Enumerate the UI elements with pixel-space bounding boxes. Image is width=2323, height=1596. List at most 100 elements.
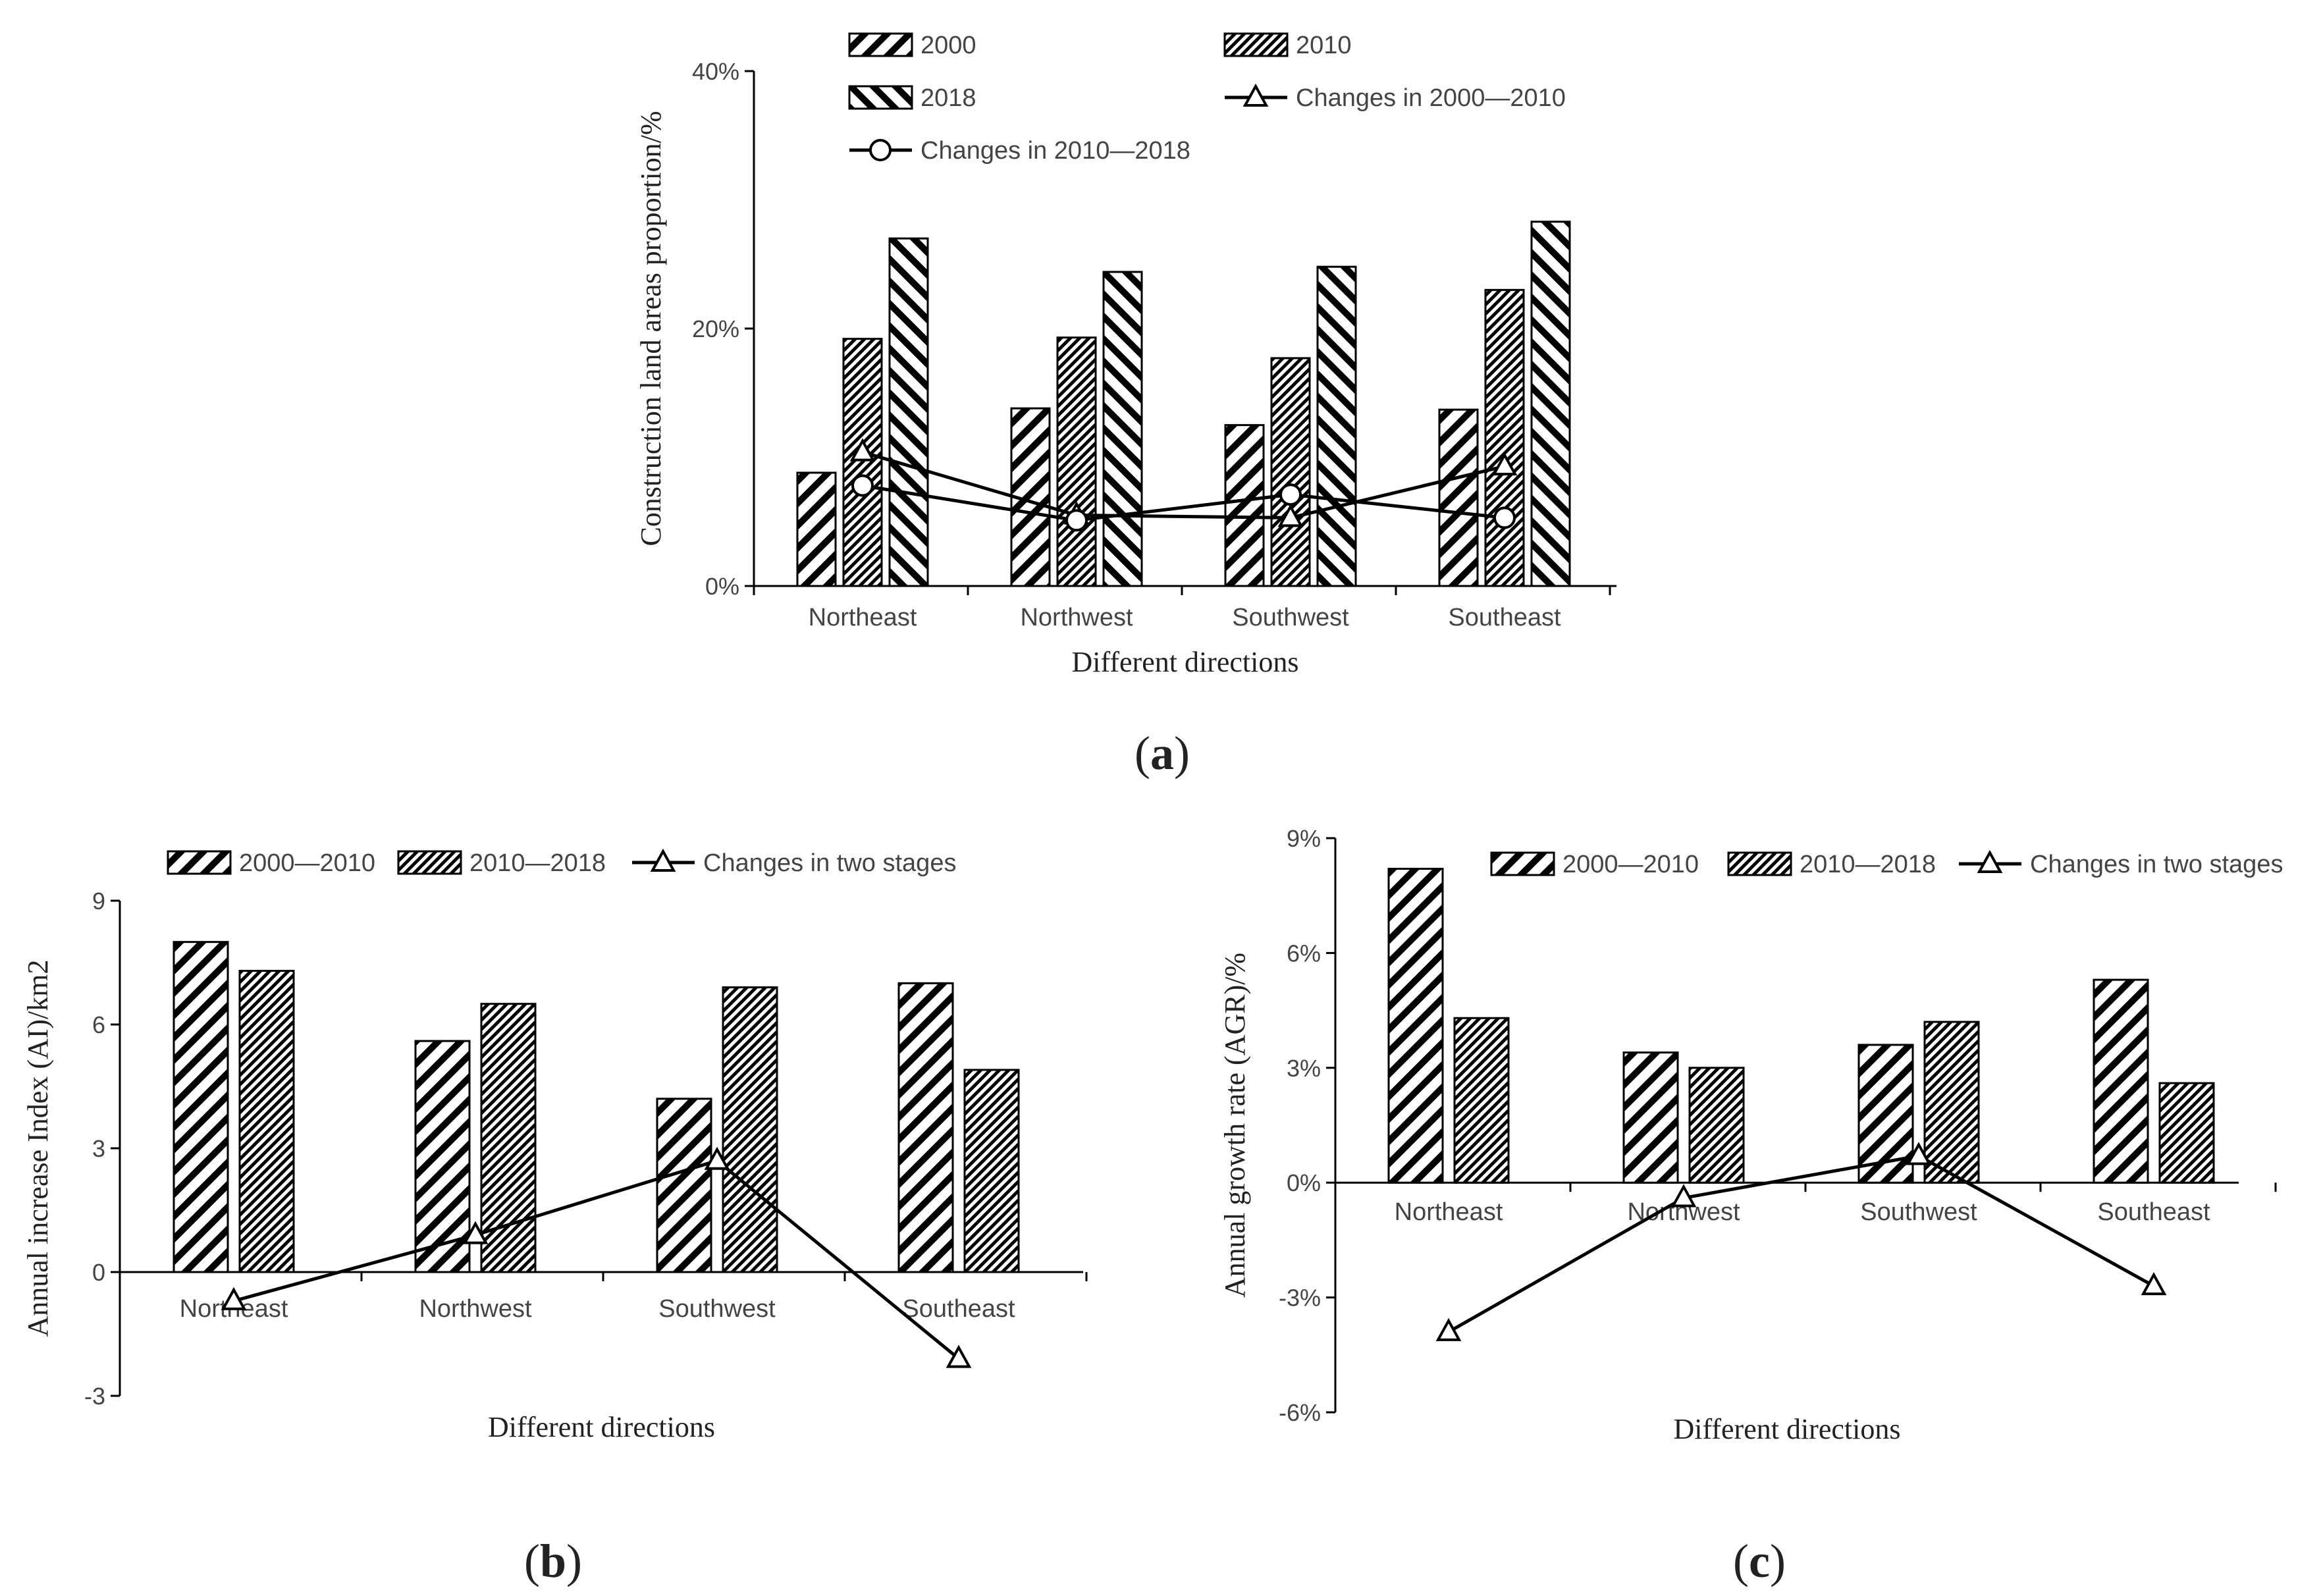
point-b-Changes in two stages-Southeast <box>946 1344 972 1368</box>
category-label: Northeast <box>1395 1198 1503 1226</box>
y-tick-label: 40% <box>692 58 739 85</box>
legend-label: Changes in two stages <box>703 849 956 877</box>
legend-label: Changes in 2010—2018 <box>921 137 1190 165</box>
bar-c-2010—2018-Northwest <box>1688 1067 1745 1184</box>
bar-a-2000-Northwest <box>1010 407 1051 587</box>
legend-item: 2000 <box>848 32 976 59</box>
legend-item: Changes in two stages <box>1959 849 2283 878</box>
legend-label: 2010—2018 <box>469 849 606 877</box>
bar-a-2010-Northwest <box>1056 336 1097 587</box>
y-tick-label: 0 <box>92 1259 105 1286</box>
point-a-Changes in 2010—2018-Southwest <box>1279 483 1302 506</box>
bar-b-2000—2010-Southeast <box>897 982 954 1273</box>
line-a-Changes in 2000—2010 <box>862 450 1505 519</box>
legend-label: 2000—2010 <box>1562 851 1699 878</box>
bar-a-2018-Southeast <box>1530 221 1571 587</box>
legend-item: 2010—2018 <box>1727 851 1936 878</box>
bar-a-2018-Northeast <box>888 237 929 587</box>
bar-a-2000-Northeast <box>796 471 837 587</box>
legend-swatch <box>848 32 913 57</box>
y-tick-label: 20% <box>692 315 739 342</box>
category-label: Southwest <box>1232 604 1349 631</box>
category-label: Southwest <box>1860 1198 1977 1226</box>
point-c-Changes in two stages-Northeast <box>1435 1317 1462 1341</box>
bar-a-2018-Northwest <box>1102 271 1143 587</box>
bar-c-2000—2010-Southeast <box>2093 978 2149 1184</box>
category-label: Southeast <box>2097 1198 2210 1226</box>
point-b-Changes in two stages-Northwest <box>462 1221 489 1244</box>
y-tick-label: 6% <box>1287 940 1321 967</box>
x-axis-label: Different directions <box>488 1411 715 1443</box>
legend-label: 2000—2010 <box>239 849 375 877</box>
chart-a: 0% 20% 40% Northeast Northwest Southwest South… <box>635 32 1616 678</box>
bar-b-2010—2018-Southwest <box>722 986 778 1273</box>
category-label: Southwest <box>658 1295 776 1323</box>
bar-a-2000-Southwest <box>1224 424 1265 587</box>
point-a-Changes in 2000—2010-Southeast <box>1491 452 1518 476</box>
x-axis-label: Different directions <box>1072 646 1299 678</box>
y-axis-label: Construction land areas proportion/% <box>635 111 667 546</box>
y-tick-label: 0% <box>705 573 739 600</box>
legend-marker <box>650 848 676 872</box>
bar-c-2010—2018-Northeast <box>1453 1017 1510 1184</box>
legend-marker <box>1977 849 2003 873</box>
line-c-Changes in two stages <box>1447 1154 2155 1334</box>
line-a-Changes in 2010—2018 <box>862 484 1505 522</box>
legend-label: 2018 <box>921 84 976 112</box>
y-tick-label: 3% <box>1287 1055 1321 1082</box>
legend-label: Changes in two stages <box>2030 851 2283 878</box>
bar-a-2018-Southwest <box>1316 265 1357 587</box>
bar-b-2010—2018-Northeast <box>238 970 295 1273</box>
panel-label-a: (a) <box>1135 727 1190 780</box>
legend-item: Changes in 2010—2018 <box>849 137 1190 165</box>
bar-a-2010-Southeast <box>1484 288 1525 587</box>
bar-a-2010-Southwest <box>1270 357 1311 587</box>
x-axis-label: Different directions <box>1674 1413 1901 1445</box>
bar-c-2000—2010-Northeast <box>1387 868 1444 1184</box>
legend-item: 2018 <box>848 84 976 112</box>
y-tick-label: -6% <box>1279 1399 1321 1426</box>
category-label: Northwest <box>419 1295 531 1323</box>
legend-item: Changes in 2000—2010 <box>1225 83 1566 112</box>
point-b-Changes in two stages-Southwest <box>704 1146 730 1170</box>
y-tick-label: 6 <box>92 1011 105 1038</box>
bar-a-2010-Northeast <box>842 338 883 587</box>
legend-marker <box>1242 83 1269 107</box>
legend-label: Changes in 2000—2010 <box>1296 84 1566 112</box>
y-tick-label: 3 <box>92 1135 105 1162</box>
legend-item: 2000—2010 <box>1490 851 1699 878</box>
legend-item: 2010 <box>1223 32 1352 59</box>
y-axis-label: Annual growth rate (AGR)/% <box>1219 953 1251 1298</box>
category-label: Southeast <box>902 1295 1015 1323</box>
legend-item: 2010—2018 <box>397 849 606 877</box>
point-a-Changes in 2000—2010-Southwest <box>1277 504 1304 527</box>
bar-c-2000—2010-Northwest <box>1622 1051 1679 1184</box>
bar-b-2010—2018-Northwest <box>480 1003 537 1273</box>
chart-b: -30369NortheastNorthwestSouthwestSouthea… <box>22 848 1088 1443</box>
legend-label: 2010 <box>1296 32 1352 59</box>
legend-swatch <box>1223 32 1289 57</box>
point-c-Changes in two stages-Northwest <box>1670 1184 1697 1208</box>
bar-b-2000—2010-Northwest <box>414 1040 471 1273</box>
category-label: Northwest <box>1020 604 1133 631</box>
y-tick-label: -3% <box>1279 1285 1321 1312</box>
bar-b-2000—2010-Northeast <box>173 941 229 1273</box>
legend-item: 2000—2010 <box>167 849 375 877</box>
point-b-Changes in two stages-Northeast <box>221 1287 247 1310</box>
point-a-Changes in 2010—2018-Southeast <box>1493 506 1516 529</box>
point-a-Changes in 2010—2018-Northeast <box>851 474 874 497</box>
point-a-Changes in 2010—2018-Northwest <box>1065 509 1088 532</box>
chart-c: -6%-3%0%3%6%9%Northeast Northwest Southwes… <box>1219 825 2283 1445</box>
legend-label: 2010—2018 <box>1800 851 1936 878</box>
legend-item: Changes in two stages <box>632 848 956 877</box>
category-label: Southeast <box>1448 604 1561 631</box>
legend-swatch <box>1490 851 1555 876</box>
bar-a-2000-Southeast <box>1438 408 1479 587</box>
panel-label-b: (b) <box>524 1535 582 1587</box>
y-tick-label: -3 <box>84 1383 105 1410</box>
panel-label-c: (c) <box>1733 1535 1786 1587</box>
point-c-Changes in two stages-Southeast <box>2141 1272 2167 1296</box>
legend-label: 2000 <box>921 32 976 59</box>
legend-marker <box>869 139 892 161</box>
